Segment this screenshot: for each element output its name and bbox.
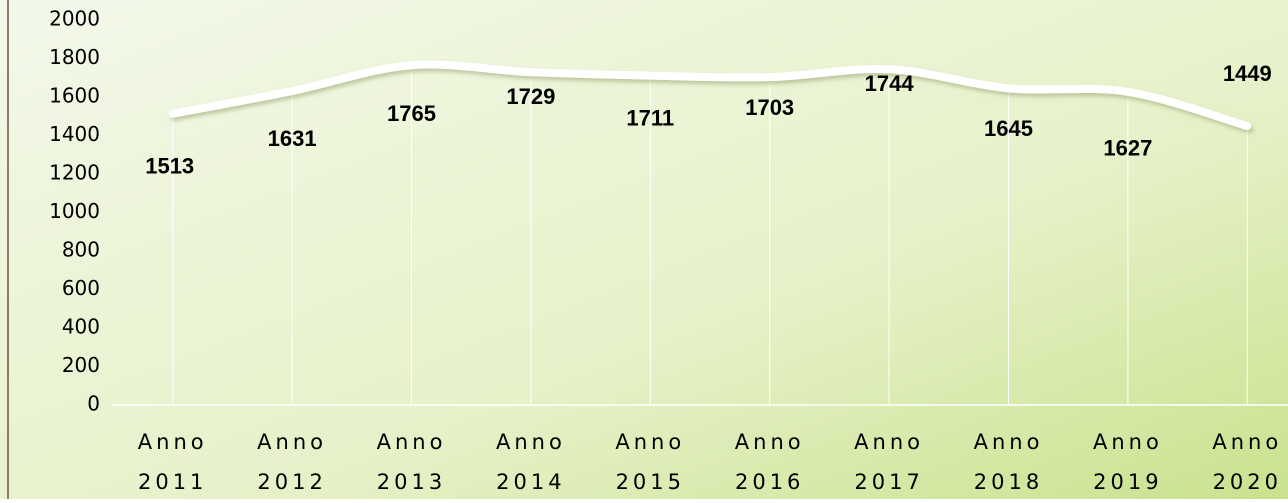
- y-tick-label: 1000: [49, 199, 100, 223]
- data-label: 1449: [1223, 61, 1272, 86]
- x-tick-label: Anno 2015: [615, 430, 685, 494]
- x-tick-label: Anno 2017: [854, 430, 924, 494]
- data-label: 1627: [1103, 136, 1152, 161]
- x-tick-label: Anno 2018: [974, 430, 1044, 494]
- y-tick-label: 2000: [49, 7, 100, 31]
- y-tick-label: 600: [62, 276, 100, 300]
- y-tick-label: 0: [87, 392, 100, 416]
- data-label: 1645: [984, 116, 1033, 141]
- data-label: 1744: [865, 71, 915, 96]
- y-tick-label: 800: [62, 238, 100, 262]
- x-tick-label: Anno 2013: [377, 430, 447, 494]
- y-tick-label: 1800: [49, 45, 100, 69]
- line: [168, 60, 1252, 131]
- x-tick-label: Anno 2012: [257, 430, 327, 494]
- y-tick-label: 1200: [49, 161, 100, 185]
- x-tick-label: Anno 2019: [1093, 430, 1163, 494]
- x-tick-label: Anno 2014: [496, 430, 566, 494]
- x-tick-label: Anno 2011: [138, 430, 208, 494]
- data-label: 1765: [387, 101, 436, 126]
- data-label: 1513: [145, 154, 194, 179]
- y-tick-label: 1600: [49, 84, 100, 108]
- data-label: 1729: [506, 84, 555, 109]
- y-tick-label: 200: [62, 353, 100, 377]
- y-tick-label: 400: [62, 315, 100, 339]
- data-label: 1711: [626, 105, 674, 130]
- x-tick-label: Anno 2020: [1212, 430, 1282, 494]
- x-tick-label: Anno 2016: [735, 430, 805, 494]
- data-label: 1631: [268, 126, 317, 151]
- y-tick-label: 1400: [49, 122, 100, 146]
- data-label: 1703: [745, 95, 794, 120]
